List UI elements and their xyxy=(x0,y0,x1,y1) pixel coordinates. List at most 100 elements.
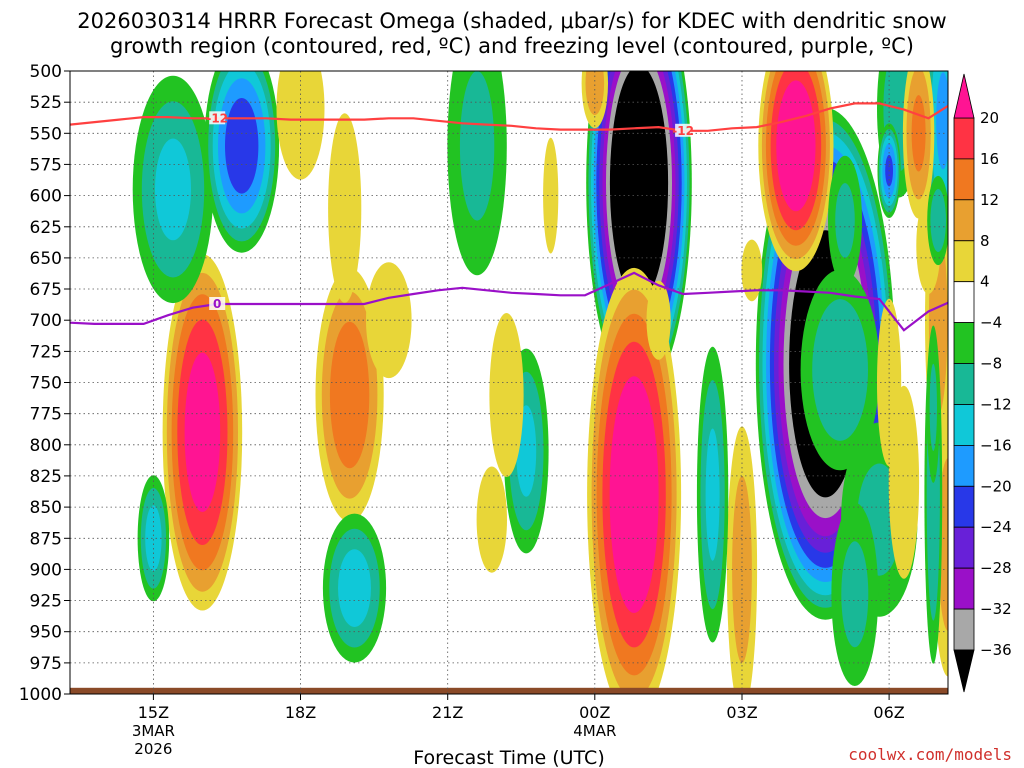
omega-contour-29-0 xyxy=(476,466,507,573)
colorbar-label-6: −8 xyxy=(980,355,1002,373)
credit-text: coolwx.com/models xyxy=(848,745,1012,764)
colorbar-swatch-5 xyxy=(953,322,975,364)
omega-contour-24-0 xyxy=(328,113,362,303)
chart-title-line2: growth region (contoured, red, ºC) and f… xyxy=(110,34,914,58)
ground-surface-band xyxy=(70,687,948,694)
omega-cell-35 xyxy=(926,331,940,483)
y-tick-label-775: 775 xyxy=(30,405,62,425)
omega-contour-27-2 xyxy=(911,95,926,172)
omega-cell-14 xyxy=(322,513,387,663)
y-tick-label-750: 750 xyxy=(30,374,62,394)
chart-title-line1: 2026030314 HRRR Forecast Omega (shaded, … xyxy=(77,9,946,33)
colorbar-swatch-2 xyxy=(953,199,975,242)
colorbar-swatch-1 xyxy=(953,158,975,201)
omega-contour-9-1 xyxy=(812,299,868,441)
dgz-line-label-1: -12 xyxy=(672,124,694,138)
y-tick-label-875: 875 xyxy=(30,529,62,549)
x-tick-label-15Z: 15Z xyxy=(138,703,169,722)
omega-contour-11-1 xyxy=(841,541,869,648)
omega-shading xyxy=(132,71,948,694)
colorbar-label-5: −4 xyxy=(980,314,1002,332)
omega-cell-24 xyxy=(328,113,362,303)
omega-contour-2-4 xyxy=(609,376,659,613)
colorbar-swatch-0 xyxy=(953,117,975,160)
x-tick-label-03Z: 03Z xyxy=(726,703,757,722)
y-tick-label-950: 950 xyxy=(30,623,62,643)
y-tick-label-900: 900 xyxy=(30,560,62,580)
omega-cell-28 xyxy=(828,155,862,286)
colorbar-label-1: 16 xyxy=(980,150,999,168)
colorbar-swatch-4 xyxy=(953,281,975,324)
omega-cell-37 xyxy=(927,175,948,266)
x-tick-date-15Z: 3MAR xyxy=(132,722,175,740)
omega-contour-37-1 xyxy=(930,189,946,252)
colorbar-swatch-11 xyxy=(953,567,975,610)
omega-contour-16-3 xyxy=(936,72,948,170)
colorbar-swatch-3 xyxy=(953,240,975,283)
omega-cell-34 xyxy=(543,137,559,254)
y-tick-label-825: 825 xyxy=(30,467,62,487)
colorbar-label-13: −36 xyxy=(980,641,1012,659)
omega-contour-14-2 xyxy=(338,549,371,627)
y-tick-label-975: 975 xyxy=(30,654,62,674)
omega-contour-32-0 xyxy=(646,280,671,360)
dgz-line-label-bg-0 xyxy=(209,111,226,125)
x-tick-date-00Z: 4MAR xyxy=(573,722,616,740)
colorbar-label-9: −20 xyxy=(980,477,1012,495)
omega-cell-32 xyxy=(646,280,671,360)
omega-contour-7-2 xyxy=(329,321,370,469)
plot-area: -12 -12 0 xyxy=(70,71,948,694)
omega-cell-4 xyxy=(132,75,214,304)
y-tick-label-525: 525 xyxy=(30,93,62,113)
x-tick-year-15Z: 2026 xyxy=(134,740,172,758)
omega-cell-10 xyxy=(204,71,280,253)
omega-contour-28-1 xyxy=(835,183,855,258)
freezing-level-line-label-0: 0 xyxy=(213,297,221,311)
colorbar-label-10: −24 xyxy=(980,518,1012,536)
colorbar-label-8: −16 xyxy=(980,436,1012,454)
colorbar-label-4: 4 xyxy=(980,273,990,291)
x-tick-label-21Z: 21Z xyxy=(432,703,463,722)
colorbar-swatch-8 xyxy=(953,444,975,487)
omega-contour-35-1 xyxy=(929,363,937,451)
y-tick-label-700: 700 xyxy=(30,311,62,331)
omega-cell-11 xyxy=(831,502,879,686)
colorbar: 20 16 12 8 4 −4 −8 −12 −16 −20 −24 −28 −32 −36 xyxy=(953,73,1012,693)
colorbar-label-0: 20 xyxy=(980,109,999,127)
colorbar-label-2: 12 xyxy=(980,191,999,209)
x-tick-label-06Z: 06Z xyxy=(873,703,904,722)
y-tick-label-650: 650 xyxy=(30,249,62,269)
colorbar-top-arrow xyxy=(953,73,975,119)
x-axis-label: Forecast Time (UTC) xyxy=(413,747,604,768)
ground-band xyxy=(70,687,948,694)
colorbar-bottom-arrow xyxy=(953,649,975,693)
omega-cell-36 xyxy=(741,239,763,302)
freezing-level-line-label-bg-0 xyxy=(209,297,226,310)
y-tick-label-725: 725 xyxy=(30,342,62,362)
colorbar-swatch-12 xyxy=(953,608,975,651)
omega-cell-9 xyxy=(800,269,880,471)
omega-contour-36-0 xyxy=(741,239,763,302)
y-tick-label-550: 550 xyxy=(30,124,62,144)
omega-contour-34-0 xyxy=(543,137,559,254)
contour-lines: -12 -12 0 xyxy=(70,102,948,332)
colorbar-label-7: −12 xyxy=(980,396,1012,414)
dgz-line-label-0: -12 xyxy=(206,111,228,125)
colorbar-swatch-10 xyxy=(953,526,975,569)
omega-cell-7 xyxy=(315,268,384,522)
omega-contour-21-0 xyxy=(489,313,524,477)
y-tick-label-500: 500 xyxy=(30,62,62,82)
omega-contour-33-1 xyxy=(585,71,605,115)
y-tick-label-850: 850 xyxy=(30,498,62,518)
omega-contour-4-2 xyxy=(155,138,191,241)
omega-cell-5 xyxy=(758,71,834,272)
y-tick-label-600: 600 xyxy=(30,187,62,207)
omega-contour-3-4 xyxy=(184,352,221,512)
omega-contour-23-0 xyxy=(366,262,412,379)
y-tick-label-925: 925 xyxy=(30,592,62,612)
omega-cell-21 xyxy=(489,313,524,477)
omega-cell-33 xyxy=(581,71,608,129)
x-tick-label-00Z: 00Z xyxy=(579,703,610,722)
omega-cell-3 xyxy=(162,254,243,611)
